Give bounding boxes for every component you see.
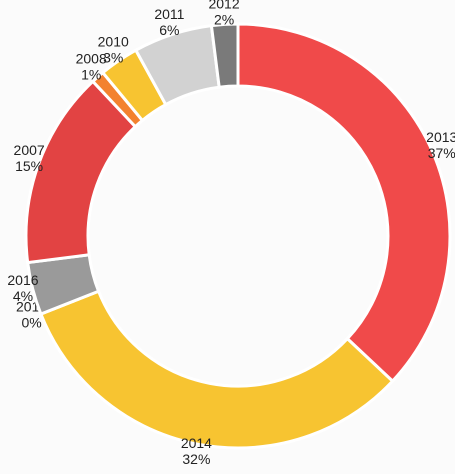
slice-label: 2014 32% [181, 435, 212, 467]
slice-label: 2012 2% [208, 0, 239, 27]
slice-value: 4% [13, 288, 33, 304]
donut-slice [209, 22, 240, 89]
slice-label: 2011 6% [154, 6, 184, 38]
slice-value: 32% [182, 451, 210, 467]
slice-category: 2007 [14, 142, 45, 158]
slice-label: 2007 15% [14, 142, 45, 174]
slice-value: 6% [159, 22, 179, 38]
slice-value: 3% [103, 49, 123, 65]
slice-label: 2013 37% [426, 129, 455, 161]
donut-slice [236, 22, 452, 384]
slice-value: 0% [21, 315, 41, 331]
slice-value: 37% [428, 145, 455, 161]
slice-category: 2016 [7, 272, 38, 288]
slice-category: 2012 [208, 0, 239, 11]
slice-category: 2010 [98, 33, 129, 49]
slice-category: 2008 [76, 50, 107, 66]
slice-category: 2014 [181, 435, 212, 451]
slice-value: 2% [214, 11, 234, 27]
slice-label: 2016 4% [7, 272, 38, 304]
donut-slice [38, 289, 395, 450]
slice-label: 2008 1% [76, 50, 107, 82]
slice-category: 2013 [426, 129, 455, 145]
slice-value: 15% [15, 158, 43, 174]
slice-value: 1% [81, 66, 101, 82]
slice-category: 2011 [154, 6, 184, 22]
slice-label: 2010 3% [98, 33, 129, 65]
